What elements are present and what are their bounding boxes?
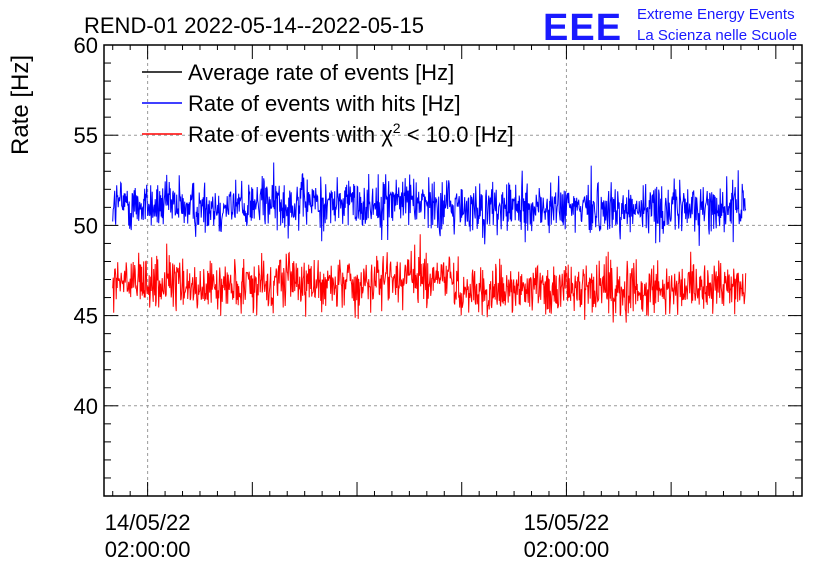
legend-chi2-suffix: < 10.0 [Hz] bbox=[401, 122, 514, 147]
series-layer bbox=[112, 162, 747, 323]
axis-ticks bbox=[104, 44, 802, 497]
x-tick-label-time-1: 02:00:00 bbox=[524, 537, 610, 562]
series-chi2-line bbox=[112, 234, 747, 323]
legend-chi2-sup: 2 bbox=[393, 120, 401, 136]
y-tick-label-50: 50 bbox=[74, 213, 98, 238]
logo-line2: La Scienza nelle Scuole bbox=[637, 27, 797, 44]
legend-chi2-label: Rate of events with χ2 < 10.0 [Hz] bbox=[188, 120, 514, 147]
x-tick-label-time-0: 02:00:00 bbox=[105, 537, 191, 562]
x-tick-label-date-0: 14/05/22 bbox=[105, 510, 191, 535]
y-tick-label-45: 45 bbox=[74, 304, 98, 329]
legend-average-label: Average rate of events [Hz] bbox=[188, 60, 454, 85]
plot-frame bbox=[103, 44, 803, 497]
legend: Average rate of events [Hz] Rate of even… bbox=[142, 60, 514, 147]
x-tick-label-date-1: 15/05/22 bbox=[524, 510, 610, 535]
logo-mark: EEE bbox=[543, 7, 622, 49]
eee-logo: EEE Extreme Energy Events La Scienza nel… bbox=[543, 6, 797, 49]
y-tick-label-55: 55 bbox=[74, 123, 98, 148]
legend-hits-label: Rate of events with hits [Hz] bbox=[188, 91, 461, 116]
y-tick-label-40: 40 bbox=[74, 394, 98, 419]
chart-title: REND-01 2022-05-14--2022-05-15 bbox=[84, 13, 424, 38]
logo-line1: Extreme Energy Events bbox=[637, 6, 795, 23]
y-axis-label: Rate [Hz] bbox=[7, 55, 34, 155]
y-tick-labels: 40 45 50 55 60 bbox=[74, 33, 98, 419]
y-tick-label-60: 60 bbox=[74, 33, 98, 58]
legend-chi2-prefix: Rate of events with bbox=[188, 122, 381, 147]
series-hits-line bbox=[112, 162, 747, 246]
legend-chi2-symbol: χ bbox=[381, 122, 393, 147]
